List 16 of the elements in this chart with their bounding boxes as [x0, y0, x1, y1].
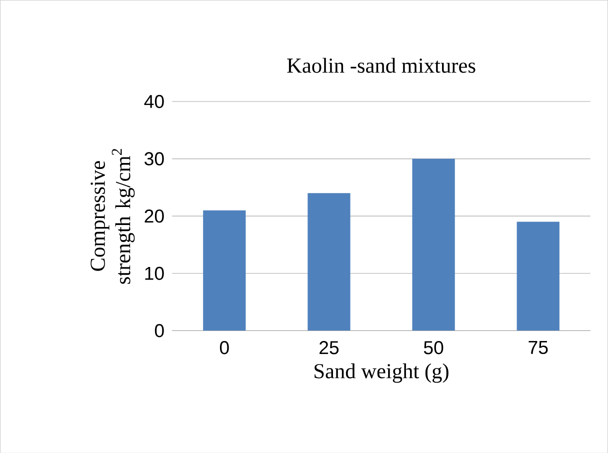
x-tick-label: 75: [528, 340, 548, 354]
bar: [308, 192, 350, 330]
y-tick-label: 0: [154, 324, 164, 338]
bar: [203, 210, 246, 330]
y-tick-label: 40: [144, 94, 164, 108]
x-tick-label: 0: [220, 340, 229, 354]
y-axis-title: Compressive strength kg/cm$^{2}$: [90, 148, 135, 284]
x-tick-label: 25: [320, 340, 339, 354]
bar: [412, 158, 455, 330]
x-axis-title: Sand weight (g): [314, 363, 448, 383]
y-tick-label: 20: [144, 209, 164, 222]
x-tick-label: 50: [424, 340, 444, 354]
y-tick-label: 30: [144, 152, 164, 166]
chart-title: Kaolin -sand mixtures: [287, 58, 476, 73]
y-tick-label: 10: [145, 266, 164, 280]
bar: [516, 222, 560, 330]
